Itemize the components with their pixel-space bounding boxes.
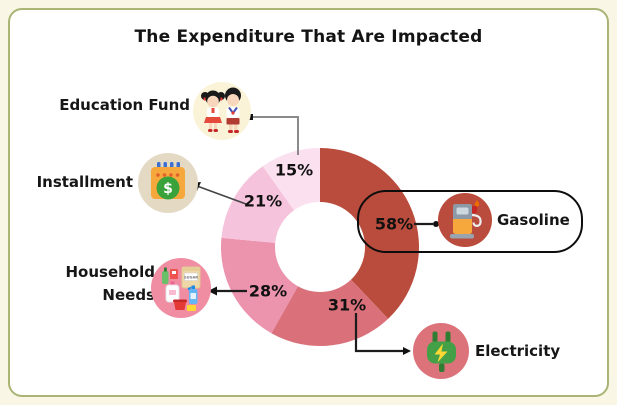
pct-label-installment: 21% <box>243 191 283 211</box>
label-education-fund: Education Fund <box>59 96 190 114</box>
chart-title: The Expenditure That Are Impacted <box>134 27 483 47</box>
label-installment: Installment <box>36 173 133 191</box>
sugar-bag-label: SUGAR <box>184 275 198 279</box>
label-gasoline: Gasoline <box>497 211 570 229</box>
pct-label-household: 28% <box>248 281 288 301</box>
label-household-needs: Household Needs <box>65 263 155 304</box>
school-children-icon <box>193 82 251 140</box>
power-plug-icon <box>413 323 469 379</box>
fuel-pump-icon <box>438 193 492 247</box>
pct-label-electricity: 31% <box>327 295 367 315</box>
dollar-glyph: $ <box>163 181 173 197</box>
pct-label-education: 15% <box>274 160 314 180</box>
household-supplies-icon: SUGAR <box>151 258 211 318</box>
pct-label-gasoline: 58% <box>374 214 414 234</box>
calendar-money-icon: $ <box>138 153 198 213</box>
label-electricity: Electricity <box>475 342 561 360</box>
